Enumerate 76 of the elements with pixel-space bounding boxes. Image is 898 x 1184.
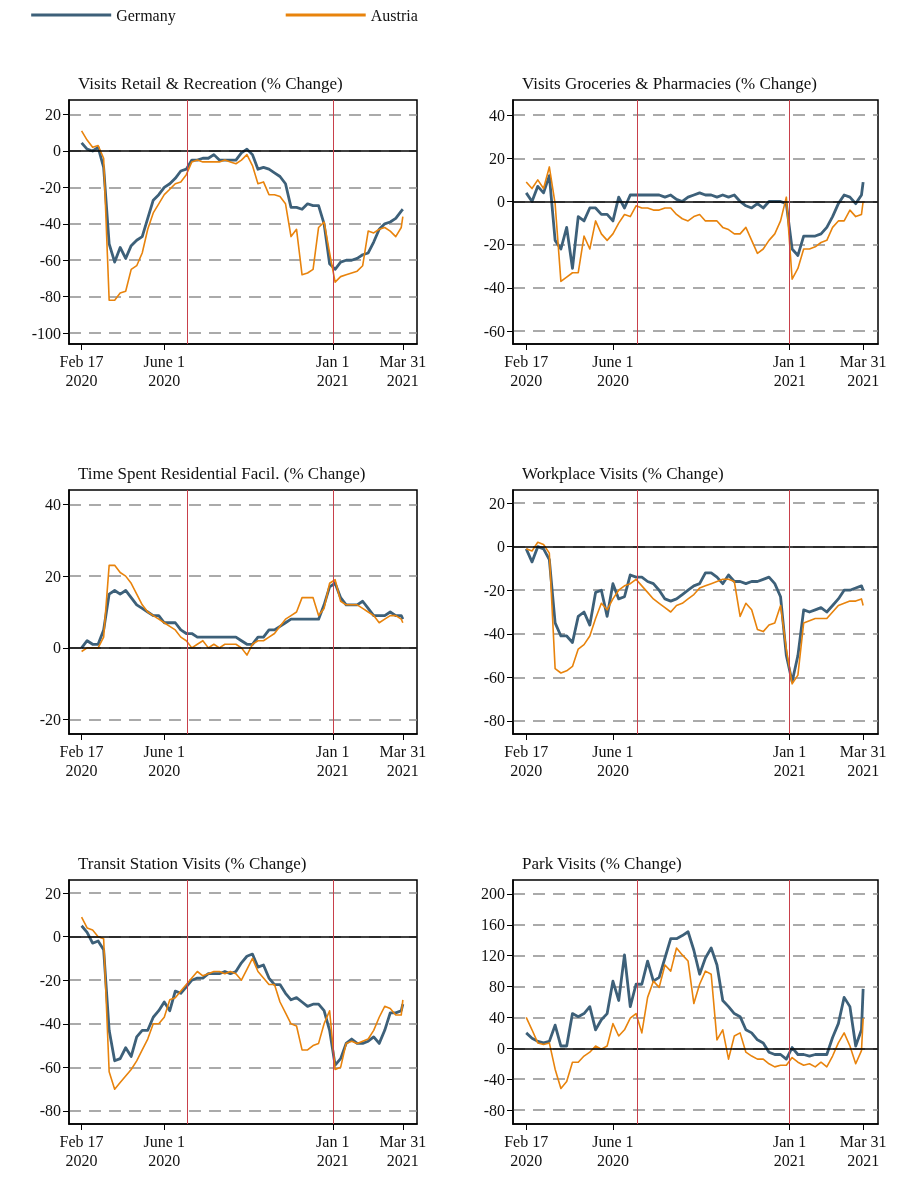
x-tick-label: Jan 1 2021 <box>316 1133 350 1169</box>
chart-title: Workplace Visits (% Change) <box>522 464 724 483</box>
y-tick-label: -60 <box>39 251 61 269</box>
x-tick-label: Mar 31 2021 <box>379 743 427 779</box>
line-series <box>525 947 864 1090</box>
x-tick-label: Feb 17 2020 <box>504 1133 549 1169</box>
y-tick-label: -40 <box>39 215 61 233</box>
x-tick-label: Mar 31 2021 <box>839 743 887 779</box>
x-tick-label: Jan 1 2021 <box>316 353 350 389</box>
y-tick-label: 0 <box>53 639 61 657</box>
x-tick-label: Jan 1 2021 <box>772 743 807 779</box>
y-tick-label: 200 <box>481 885 505 903</box>
y-tick-label: 20 <box>45 106 61 124</box>
chart-title: Transit Station Visits (% Change) <box>78 854 307 873</box>
y-tick-label: -40 <box>483 625 505 643</box>
x-tick-label: Feb 17 2020 <box>504 743 549 779</box>
y-tick-label: 160 <box>481 916 505 934</box>
legend-label: Germany <box>116 6 176 25</box>
y-tick-label: -20 <box>39 711 61 729</box>
y-tick-label: 20 <box>45 567 61 585</box>
chart-title: Visits Groceries & Pharmacies (% Change) <box>522 74 817 93</box>
x-tick-label: Mar 31 2021 <box>379 353 427 389</box>
line-series <box>80 130 404 302</box>
y-tick-label: -20 <box>483 581 505 599</box>
y-tick-label: 20 <box>489 494 505 512</box>
y-tick-label: 40 <box>45 495 61 513</box>
chart-title: Time Spent Residential Facil. (% Change) <box>78 464 366 483</box>
y-tick-label: 20 <box>489 149 505 167</box>
x-tick-label: Feb 17 2020 <box>59 353 104 389</box>
y-tick-label: -40 <box>39 1015 61 1033</box>
x-tick-label: Jan 1 2021 <box>772 1133 807 1169</box>
y-tick-label: 80 <box>489 978 505 996</box>
chart-title: Visits Retail & Recreation (% Change) <box>78 74 343 93</box>
y-tick-label: -80 <box>39 288 61 306</box>
y-tick-label: -20 <box>39 971 61 989</box>
x-tick-label: Feb 17 2020 <box>504 353 549 389</box>
y-tick-label: 0 <box>53 928 61 946</box>
legend-label: Austria <box>370 6 418 24</box>
x-tick-label: Feb 17 2020 <box>59 1133 104 1169</box>
y-tick-label: -60 <box>39 1058 61 1076</box>
y-tick-label: 120 <box>481 947 505 965</box>
y-tick-label: -20 <box>483 236 505 254</box>
x-tick-label: June 1 2020 <box>143 743 185 779</box>
y-tick-label: -80 <box>483 1101 505 1119</box>
y-tick-label: 40 <box>489 106 505 124</box>
x-tick-label: Mar 31 2021 <box>839 1133 887 1169</box>
x-tick-label: Feb 17 2020 <box>59 743 104 779</box>
y-tick-label: -100 <box>31 324 61 342</box>
line-series <box>525 166 864 283</box>
line-series <box>80 564 404 656</box>
y-tick-label: -60 <box>483 668 505 686</box>
x-tick-label: June 1 2020 <box>143 1133 185 1169</box>
y-tick-label: -40 <box>483 279 505 297</box>
y-tick-label: 40 <box>489 1008 505 1026</box>
x-tick-label: Mar 31 2021 <box>379 1133 427 1169</box>
y-tick-label: -80 <box>483 712 505 730</box>
x-tick-label: June 1 2020 <box>592 743 634 779</box>
x-tick-label: June 1 2020 <box>592 1133 634 1169</box>
x-tick-label: Jan 1 2021 <box>316 743 350 779</box>
x-tick-label: Mar 31 2021 <box>839 353 887 389</box>
line-series <box>524 174 865 270</box>
y-tick-label: -60 <box>483 322 505 340</box>
line-series <box>524 930 865 1061</box>
y-tick-label: 0 <box>497 192 505 210</box>
y-tick-label: -40 <box>483 1070 505 1088</box>
y-tick-label: 0 <box>53 142 61 160</box>
x-tick-label: Jan 1 2021 <box>772 353 807 389</box>
y-tick-label: -20 <box>39 178 61 196</box>
y-tick-label: -80 <box>39 1102 61 1120</box>
x-tick-label: June 1 2020 <box>143 353 185 389</box>
x-tick-label: June 1 2020 <box>592 353 634 389</box>
y-tick-label: 0 <box>497 1039 505 1057</box>
y-tick-label: 0 <box>497 538 505 556</box>
line-series <box>80 916 404 1090</box>
chart-title: Park Visits (% Change) <box>522 854 682 873</box>
y-tick-label: 20 <box>45 884 61 902</box>
